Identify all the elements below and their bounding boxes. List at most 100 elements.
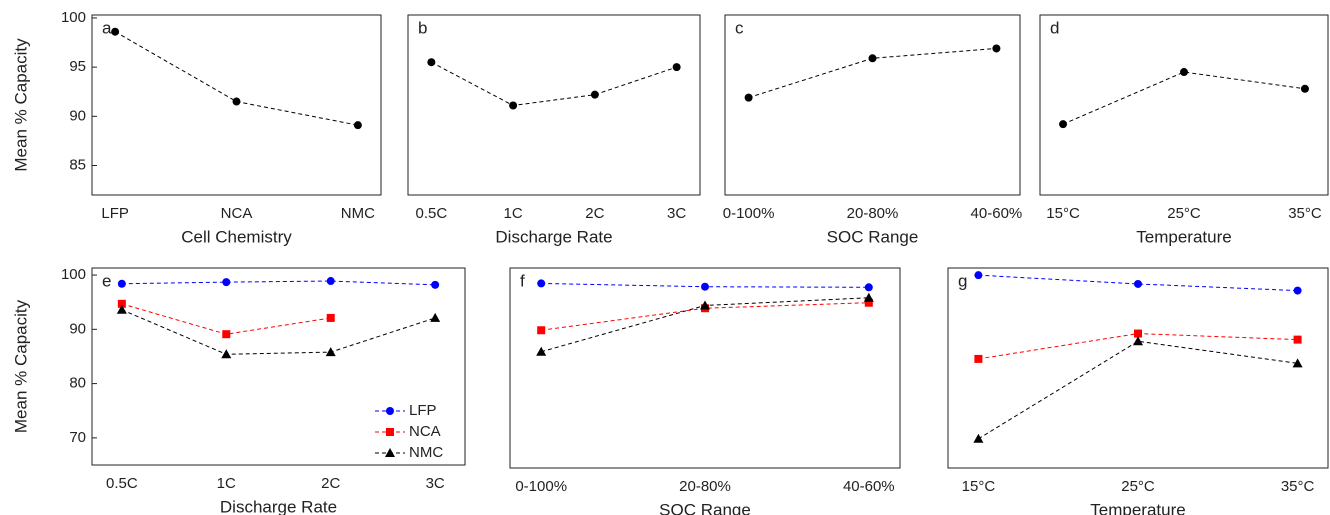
marker bbox=[221, 349, 232, 359]
marker bbox=[1293, 286, 1302, 295]
y-axis-label: Mean % Capacity bbox=[11, 299, 30, 433]
marker bbox=[326, 313, 335, 322]
x-tick-label: 40-60% bbox=[843, 478, 895, 495]
marker bbox=[1293, 335, 1302, 344]
legend-label: NMC bbox=[409, 444, 443, 461]
x-tick-label: 3C bbox=[667, 205, 686, 222]
marker bbox=[116, 304, 127, 314]
panel-letter: e bbox=[102, 271, 111, 290]
x-tick-label: 1C bbox=[217, 475, 236, 492]
marker bbox=[509, 101, 518, 110]
series-line bbox=[114, 31, 358, 126]
plot-frame bbox=[724, 14, 1021, 196]
marker bbox=[700, 300, 710, 310]
marker bbox=[111, 27, 120, 36]
marker bbox=[117, 279, 126, 288]
legend-label: NCA bbox=[409, 423, 441, 440]
x-tick-label: 15°C bbox=[962, 478, 996, 495]
marker bbox=[864, 298, 873, 307]
marker bbox=[325, 347, 336, 357]
y-tick-label: 85 bbox=[69, 156, 86, 173]
series-line bbox=[121, 309, 436, 355]
marker bbox=[222, 330, 231, 339]
x-tick-label: 0-100% bbox=[515, 478, 567, 495]
y-axis-label: Mean % Capacity bbox=[11, 38, 30, 172]
marker bbox=[973, 433, 984, 443]
panel-letter: g bbox=[958, 271, 967, 290]
marker bbox=[1133, 336, 1143, 346]
panel-letter: d bbox=[1050, 18, 1059, 37]
panel-letter: b bbox=[418, 18, 427, 37]
x-tick-label: 2C bbox=[585, 205, 604, 222]
marker bbox=[1134, 329, 1142, 338]
x-tick-label: 2C bbox=[321, 475, 340, 492]
x-tick-label: 35°C bbox=[1281, 478, 1315, 495]
marker bbox=[1134, 279, 1142, 288]
marker bbox=[386, 428, 394, 436]
plot-frame bbox=[1039, 14, 1329, 196]
marker bbox=[974, 354, 983, 363]
marker bbox=[992, 44, 1001, 53]
series-line bbox=[431, 61, 677, 107]
marker bbox=[863, 292, 874, 302]
marker bbox=[864, 283, 873, 292]
marker bbox=[1059, 120, 1068, 129]
x-tick-label: 0.5C bbox=[106, 475, 138, 492]
marker bbox=[744, 93, 753, 102]
y-tick-label: 95 bbox=[69, 58, 86, 75]
x-tick-label: 0.5C bbox=[416, 205, 448, 222]
x-tick-label: 20-80% bbox=[847, 205, 899, 222]
x-tick-label: NCA bbox=[221, 205, 253, 222]
marker bbox=[536, 346, 547, 356]
marker bbox=[868, 54, 877, 63]
marker bbox=[430, 312, 441, 322]
x-axis-label: Cell Chemistry bbox=[181, 227, 292, 246]
marker bbox=[1180, 68, 1188, 77]
y-tick-label: 80 bbox=[69, 375, 86, 392]
y-tick-label: 100 bbox=[61, 9, 86, 26]
x-tick-label: 40-60% bbox=[971, 205, 1023, 222]
plot-frame bbox=[91, 14, 382, 196]
plot-frame bbox=[947, 267, 1329, 469]
marker bbox=[537, 279, 546, 288]
x-axis-label: Discharge Rate bbox=[220, 497, 337, 515]
panel-letter: f bbox=[520, 271, 525, 290]
x-axis-label: Temperature bbox=[1090, 500, 1185, 515]
x-tick-label: 1C bbox=[504, 205, 523, 222]
marker bbox=[427, 58, 436, 67]
marker bbox=[385, 448, 395, 457]
marker bbox=[537, 326, 546, 335]
series-line bbox=[1062, 71, 1306, 125]
marker bbox=[326, 277, 335, 286]
marker bbox=[222, 278, 231, 287]
series-line bbox=[121, 280, 436, 286]
series-line bbox=[978, 340, 1298, 440]
plot-frame bbox=[91, 267, 466, 466]
marker bbox=[1300, 84, 1309, 93]
plot-frame bbox=[509, 267, 901, 469]
panel-letter: a bbox=[102, 18, 112, 37]
x-axis-label: Temperature bbox=[1136, 227, 1231, 246]
x-axis-label: SOC Range bbox=[827, 227, 919, 246]
x-axis-label: SOC Range bbox=[659, 500, 751, 515]
x-tick-label: 25°C bbox=[1167, 205, 1201, 222]
panel-letter: c bbox=[735, 18, 744, 37]
marker bbox=[386, 407, 394, 415]
x-tick-label: 25°C bbox=[1121, 478, 1155, 495]
series-line bbox=[541, 302, 869, 331]
x-tick-label: NMC bbox=[341, 205, 375, 222]
legend-label: LFP bbox=[409, 402, 437, 419]
series-line bbox=[978, 274, 1298, 292]
marker bbox=[353, 121, 362, 130]
marker bbox=[117, 299, 126, 308]
y-tick-label: 100 bbox=[61, 266, 86, 283]
plot-frame bbox=[407, 14, 701, 196]
marker bbox=[701, 282, 709, 291]
x-tick-label: 0-100% bbox=[723, 205, 775, 222]
marker bbox=[232, 97, 241, 106]
y-tick-label: 70 bbox=[69, 429, 86, 446]
marker bbox=[590, 90, 599, 99]
x-tick-label: 20-80% bbox=[679, 478, 731, 495]
y-tick-label: 90 bbox=[69, 320, 86, 337]
